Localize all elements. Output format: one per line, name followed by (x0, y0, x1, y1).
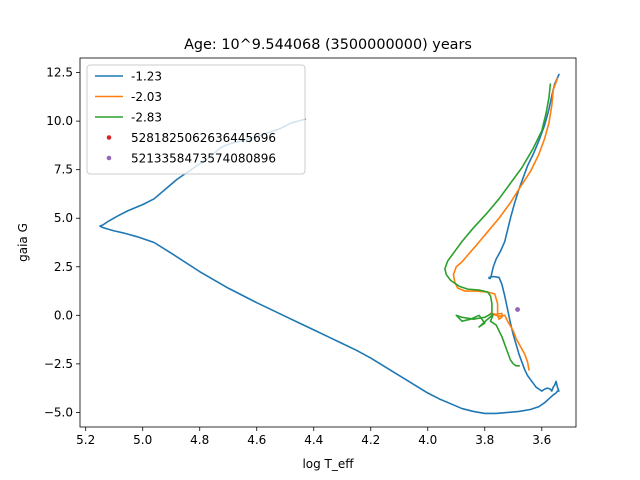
legend-frame (86, 64, 306, 175)
y-axis-label: gaia G (16, 223, 30, 262)
axes-frame (79, 57, 577, 428)
series-layer (99, 73, 560, 415)
x-tick-label: 3.6 (532, 433, 551, 447)
x-tick-label: 5.0 (133, 433, 152, 447)
series-point-4 (515, 307, 520, 312)
legend-swatch (106, 135, 112, 140)
y-tick-label: −2.5 (44, 357, 73, 371)
x-tick-label: 4.0 (418, 433, 437, 447)
y-tick-label: 2.5 (54, 260, 73, 274)
x-tick-label: 4.4 (304, 433, 323, 447)
x-tick-label: 4.6 (247, 433, 266, 447)
legend-label: 5281825062636445696 (131, 131, 276, 145)
y-tick-label: 12.5 (46, 66, 73, 80)
series-line-1 (452, 77, 559, 371)
legend-label: -2.83 (131, 111, 162, 125)
series-line-0 (99, 73, 560, 415)
legend: -1.23 -2.03 -2.83 5281825062636445696 521335… (86, 64, 306, 175)
x-axis-ticks: 5.2 5.0 4.8 4.6 4.4 4.2 4.0 3.8 3.6 (76, 427, 551, 447)
y-tick-label: −5.0 (44, 405, 73, 419)
x-tick-label: 4.2 (361, 433, 380, 447)
y-tick-label: 7.5 (54, 163, 73, 177)
legend-label: -1.23 (131, 70, 162, 84)
x-tick-label: 4.8 (190, 433, 209, 447)
legend-label: 5213358473574080896 (131, 152, 276, 166)
y-axis-ticks: −5.0 −2.5 0.0 2.5 5.0 7.5 10.0 12.5 (44, 66, 80, 419)
x-tick-label: 3.8 (475, 433, 494, 447)
x-tick-label: 5.2 (76, 433, 95, 447)
chart-title: Age: 10^9.544068 (3500000000) years (184, 37, 472, 53)
y-tick-label: 5.0 (54, 211, 73, 225)
legend-label: -2.03 (131, 90, 162, 104)
y-tick-label: 0.0 (54, 308, 73, 322)
y-tick-label: 10.0 (46, 114, 73, 128)
x-axis-label: log T_eff (302, 457, 354, 471)
series-line-2 (444, 83, 552, 367)
legend-swatch (106, 155, 112, 161)
